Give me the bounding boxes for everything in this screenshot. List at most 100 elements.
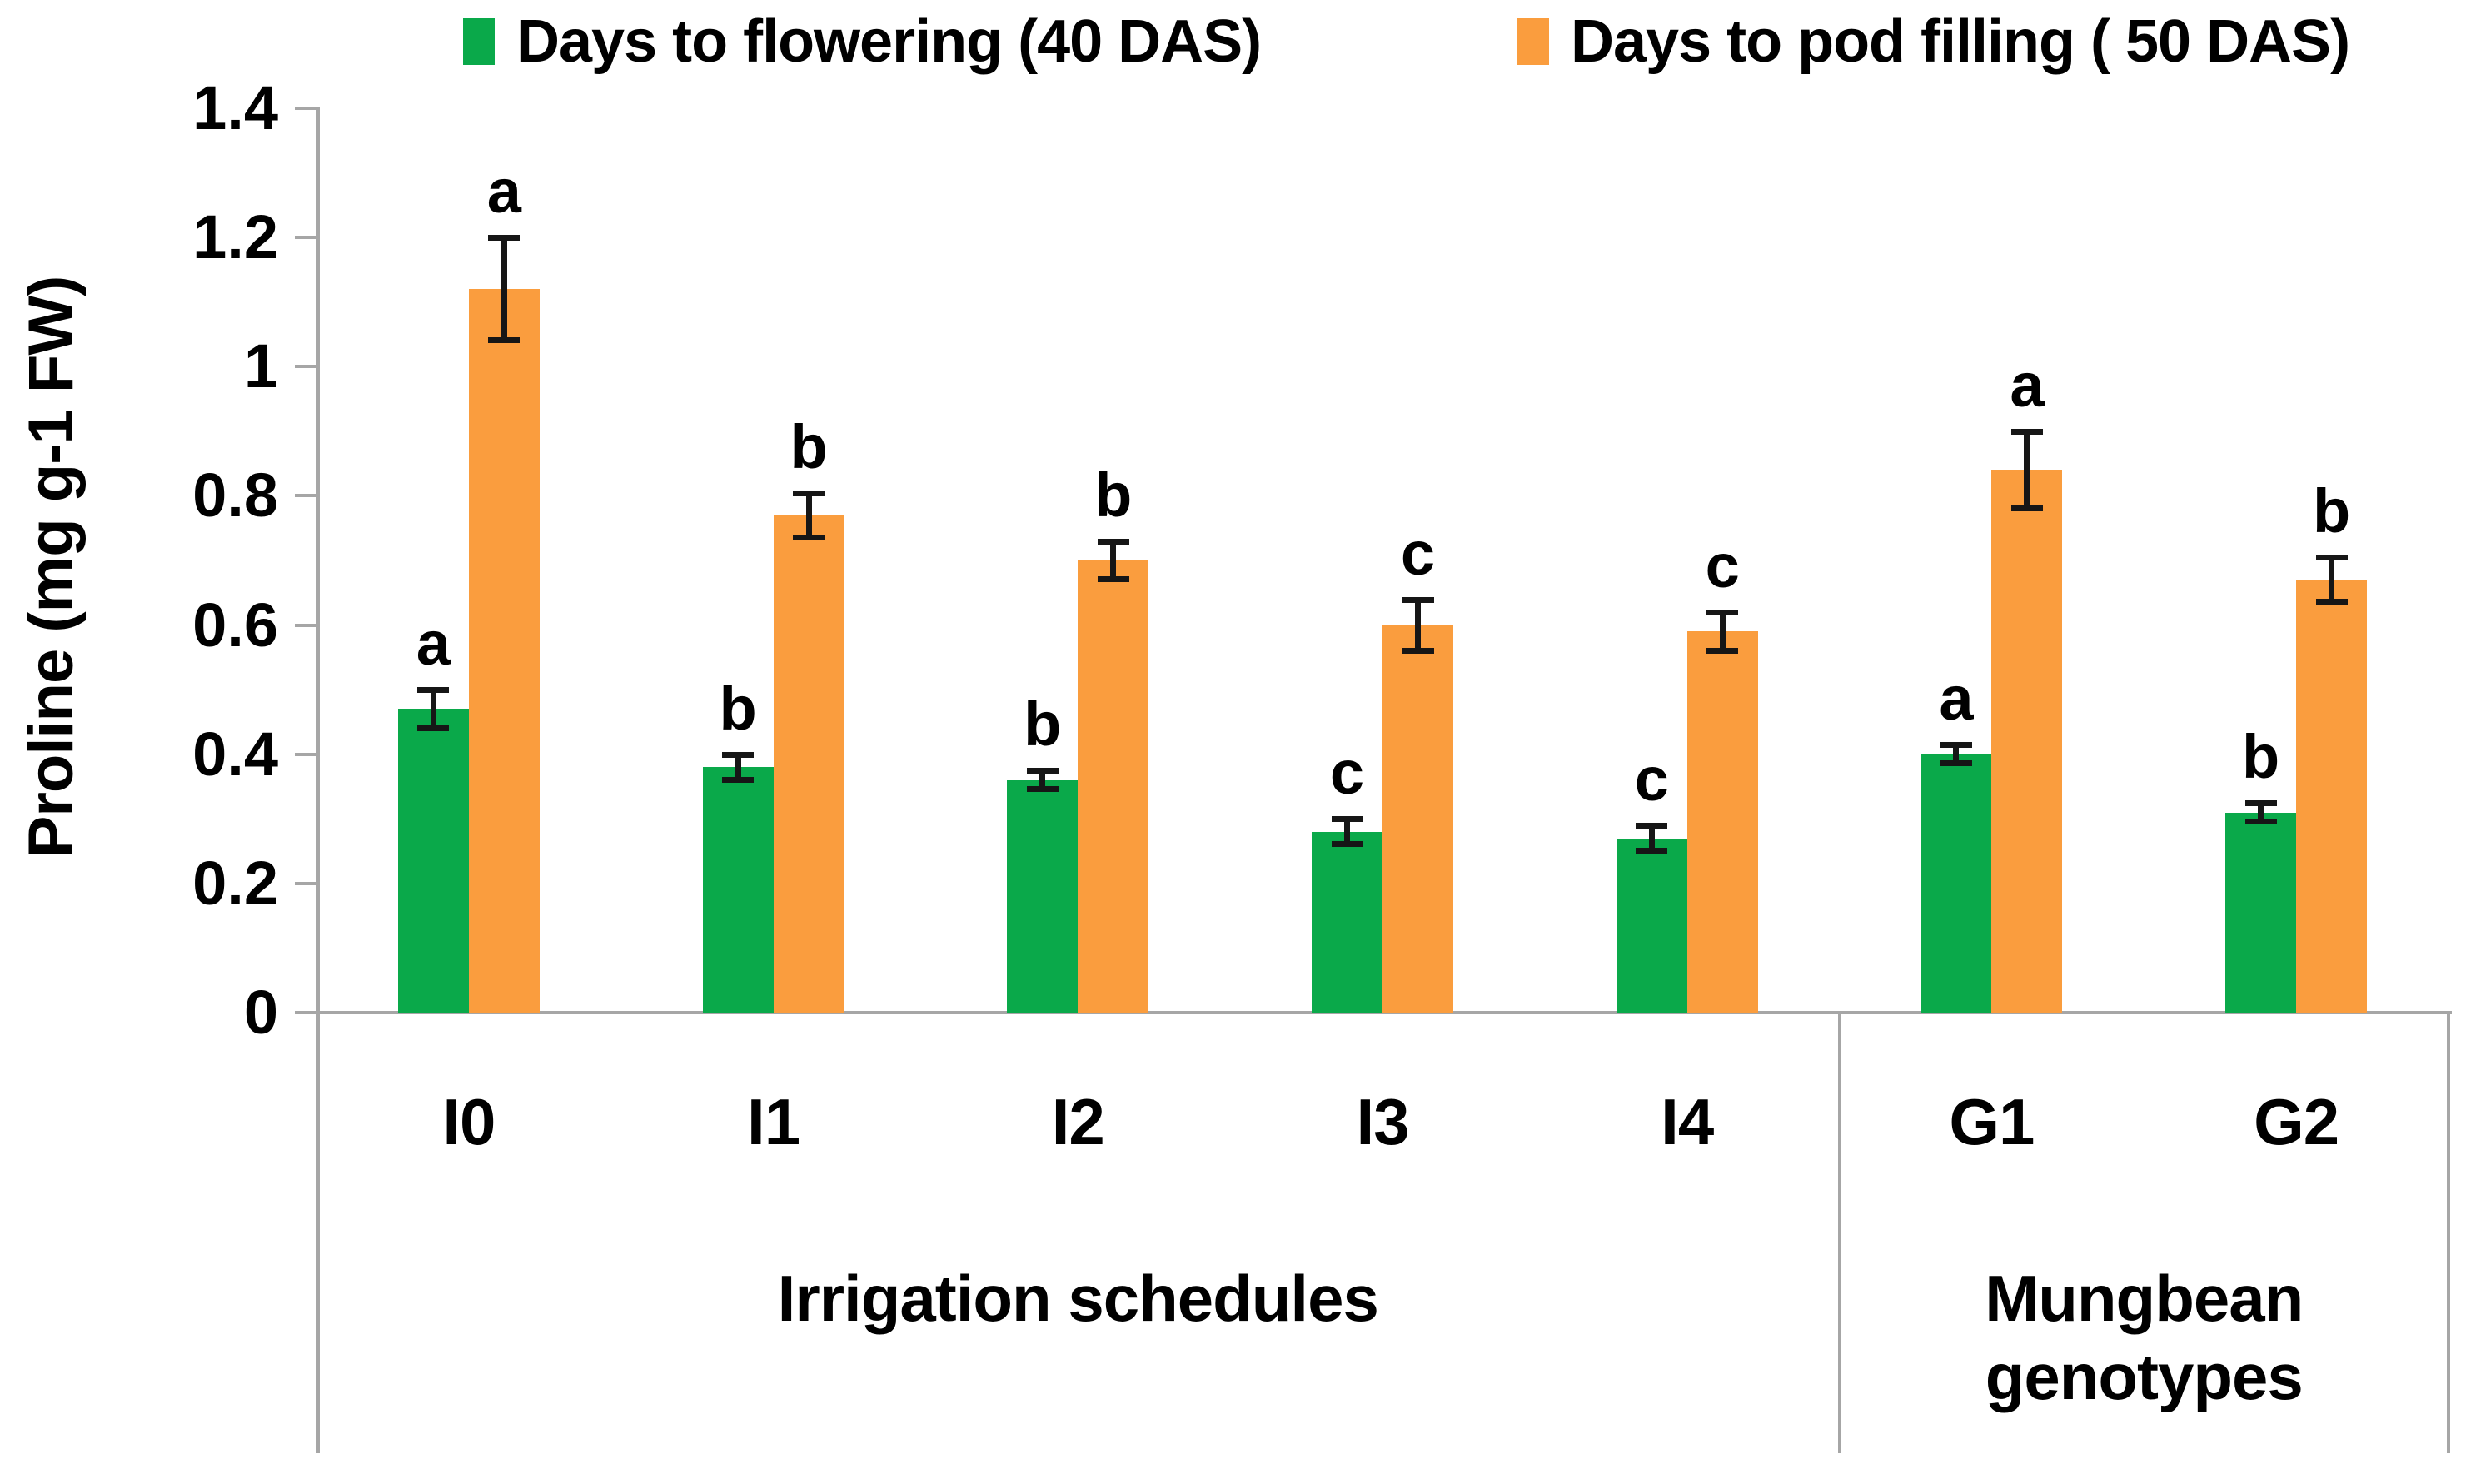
- sig-letter-i4-flowering: c: [1634, 744, 1669, 814]
- error-bar-cap-bottom: [2244, 819, 2277, 825]
- y-tick-label: 1: [243, 331, 278, 401]
- panel-divider-line: [1837, 1013, 1841, 1453]
- y-tick-label: 0.2: [192, 848, 278, 918]
- y-tick-label: 0.4: [192, 719, 278, 789]
- error-bar-cap-top: [722, 751, 755, 758]
- bar-i1-pod-filling: [773, 515, 844, 1013]
- y-tick-label: 1.4: [192, 73, 278, 142]
- error-bar-cap-top: [1706, 610, 1739, 616]
- y-axis-tick: [295, 236, 316, 240]
- y-tick-label: 0.8: [192, 461, 278, 530]
- y-tick-label: 0: [243, 978, 278, 1047]
- panel-label-line: Mungbean: [1985, 1262, 2304, 1335]
- bar-g2-flowering: [2225, 812, 2297, 1013]
- panel-label-line: genotypes: [1985, 1340, 2304, 1413]
- y-axis-tick: [295, 1011, 316, 1014]
- bar-i1-flowering: [702, 767, 774, 1013]
- sig-letter-i3-pod-filling: c: [1400, 518, 1436, 588]
- error-bar-cap-bottom: [417, 725, 450, 731]
- y-tick-label: 0.6: [192, 590, 278, 660]
- sig-letter-i0-pod-filling: a: [486, 157, 521, 227]
- x-category-label-i3: I3: [1356, 1085, 1409, 1158]
- plot-right-border-line: [2447, 1013, 2450, 1453]
- error-bar-cap-bottom: [793, 534, 825, 540]
- error-bar-cap-bottom: [1706, 647, 1739, 654]
- legend-label-flowering: Days to flowering (40 DAS): [516, 8, 1262, 75]
- error-bar-cap-top: [2315, 555, 2348, 561]
- error-bar-cap-bottom: [2315, 599, 2348, 605]
- bar-i3-flowering: [1312, 831, 1382, 1013]
- bar-i4-pod-filling: [1686, 631, 1758, 1013]
- error-bar-cap-top: [1940, 742, 1972, 749]
- legend-swatch-pod-filling-icon: [1517, 18, 1549, 65]
- y-axis-tick: [295, 752, 316, 756]
- x-category-label-g1: G1: [1949, 1085, 2035, 1158]
- error-bar-cap-top: [1402, 596, 1434, 603]
- error-bar-cap-bottom: [1331, 841, 1363, 848]
- legend-item-pod-filling: Days to pod filling ( 50 DAS): [1517, 7, 2350, 77]
- error-bar-i0-flowering: [430, 690, 436, 729]
- error-bar-g2-pod-filling: [2329, 557, 2335, 603]
- error-bar-i3-pod-filling: [1415, 599, 1421, 651]
- y-tick-label: 1.2: [192, 202, 278, 272]
- y-axis-tick: [295, 881, 316, 885]
- panel-label-line: Irrigation schedules: [777, 1262, 1379, 1335]
- sig-letter-i3-flowering: c: [1329, 738, 1365, 808]
- sig-letter-i4-pod-filling: c: [1705, 531, 1740, 601]
- error-bar-i3-flowering: [1344, 819, 1350, 845]
- sig-letter-i1-flowering: b: [719, 673, 757, 743]
- sig-letter-i2-pod-filling: b: [1094, 460, 1133, 530]
- bar-g1-flowering: [1921, 754, 1992, 1013]
- error-bar-cap-top: [2010, 428, 2043, 435]
- error-bar-cap-bottom: [1636, 848, 1668, 854]
- error-bar-cap-top: [488, 235, 521, 242]
- x-category-label-i2: I2: [1051, 1085, 1105, 1158]
- bar-i0-pod-filling: [468, 289, 540, 1013]
- error-bar-i2-flowering: [1039, 770, 1046, 790]
- y-axis-tick: [295, 494, 316, 498]
- bar-i3-pod-filling: [1382, 625, 1453, 1013]
- legend-swatch-flowering-icon: [463, 18, 495, 65]
- sig-letter-i1-pod-filling: b: [790, 411, 828, 481]
- sig-letter-g1-pod-filling: a: [2010, 350, 2045, 420]
- sig-letter-g1-flowering: a: [1939, 664, 1974, 734]
- error-bar-i1-pod-filling: [805, 492, 812, 538]
- legend-label-pod-filling: Days to pod filling ( 50 DAS): [1571, 8, 2350, 75]
- error-bar-g2-flowering: [2258, 802, 2264, 823]
- x-axis-line: [316, 1011, 2452, 1014]
- error-bar-i4-flowering: [1648, 825, 1655, 852]
- error-bar-cap-bottom: [1402, 647, 1434, 654]
- bar-i0-flowering: [397, 709, 469, 1013]
- error-bar-i2-pod-filling: [1110, 540, 1117, 580]
- error-bar-cap-bottom: [1097, 576, 1129, 583]
- bar-g1-pod-filling: [1991, 470, 2063, 1013]
- sig-letter-i2-flowering: b: [1024, 690, 1062, 759]
- y-axis-line: [316, 107, 320, 1453]
- y-axis-title: Proline (mg g-1 FW): [16, 276, 87, 859]
- y-axis-tick: [295, 107, 316, 110]
- bar-i2-pod-filling: [1078, 560, 1149, 1013]
- error-bar-cap-bottom: [1940, 760, 1972, 767]
- error-bar-cap-top: [417, 687, 450, 694]
- x-category-label-i4: I4: [1661, 1085, 1714, 1158]
- error-bar-g1-flowering: [1953, 744, 1960, 764]
- y-axis-tick: [295, 365, 316, 369]
- panel-label-mungbean: Mungbean genotypes: [1840, 1259, 2449, 1416]
- sig-letter-i0-flowering: a: [416, 609, 451, 679]
- error-bar-cap-bottom: [2010, 505, 2043, 511]
- error-bar-cap-top: [1331, 816, 1363, 823]
- error-bar-i0-pod-filling: [501, 237, 507, 341]
- error-bar-cap-top: [1636, 823, 1668, 829]
- error-bar-cap-top: [2244, 799, 2277, 806]
- bar-i2-flowering: [1007, 779, 1079, 1013]
- panel-label-irrigation-schedules: Irrigation schedules: [316, 1259, 1840, 1337]
- sig-letter-g2-pod-filling: b: [2313, 476, 2351, 546]
- error-bar-i4-pod-filling: [1719, 612, 1726, 651]
- error-bar-i1-flowering: [735, 754, 741, 780]
- error-bar-cap-bottom: [1026, 786, 1059, 793]
- x-category-label-i0: I0: [442, 1085, 496, 1158]
- x-category-label-i1: I1: [747, 1085, 800, 1158]
- y-axis-tick: [295, 623, 316, 627]
- x-category-label-g2: G2: [2254, 1085, 2339, 1158]
